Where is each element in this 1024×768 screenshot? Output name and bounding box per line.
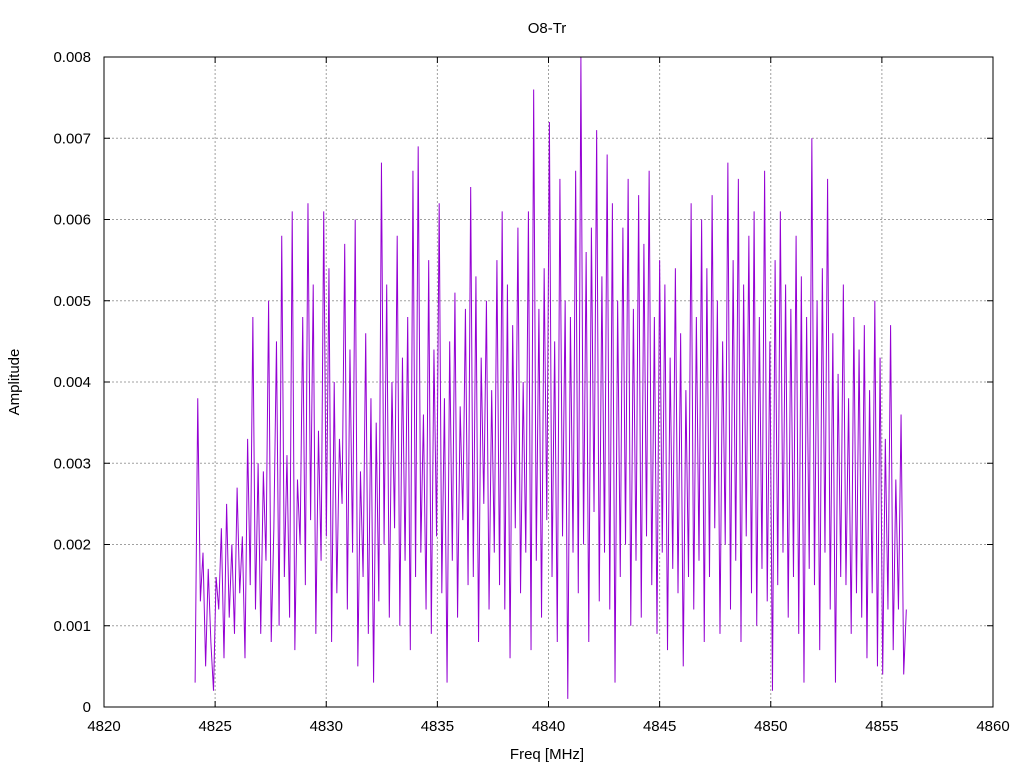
x-tick-label: 4830 [310, 718, 343, 735]
y-axis-label: Amplitude [6, 349, 23, 416]
series-line [194, 56, 907, 699]
y-tick-label: 0.005 [53, 293, 91, 310]
x-tick-label: 4845 [643, 718, 676, 735]
x-tick-label: 4840 [532, 718, 565, 735]
chart-title: O8-Tr [528, 20, 567, 37]
x-tick-label: 4820 [87, 718, 120, 735]
x-tick-label: 4835 [421, 718, 454, 735]
y-tick-label: 0.002 [53, 537, 91, 554]
x-tick-label: 4850 [754, 718, 787, 735]
y-tick-label: 0.004 [53, 374, 91, 391]
series-layer [194, 56, 907, 699]
x-axis-label: Freq [MHz] [510, 746, 584, 763]
axis-ticks: 4820 4825 4830 4835 4840 4845 4850 4855 4860 0 0.0… [53, 49, 1009, 735]
x-tick-label: 4855 [865, 718, 898, 735]
y-tick-label: 0.006 [53, 212, 91, 229]
y-tick-label: 0.008 [53, 49, 91, 66]
y-tick-label: 0.007 [53, 130, 91, 147]
y-tick-label: 0 [83, 699, 91, 716]
y-tick-label: 0.001 [53, 618, 91, 635]
x-tick-label: 4825 [198, 718, 231, 735]
y-tick-label: 0.003 [53, 455, 91, 472]
x-tick-label: 4860 [976, 718, 1009, 735]
